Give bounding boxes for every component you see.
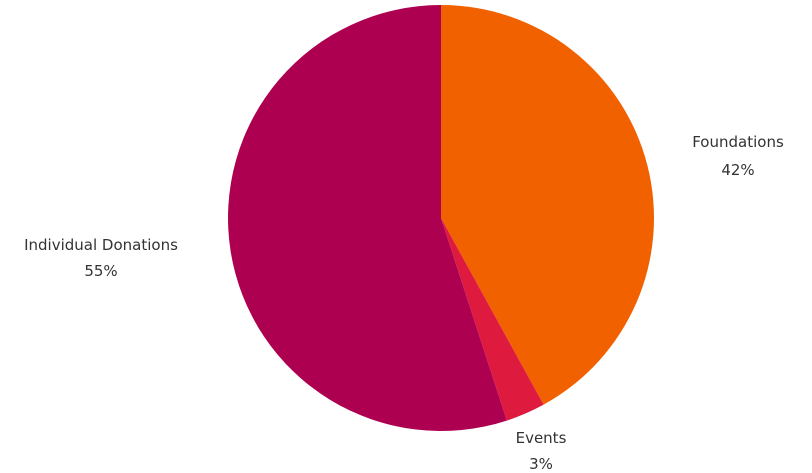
slice-value-foundations: 42% — [721, 161, 754, 179]
slice-value-individual-donations: 55% — [84, 262, 117, 280]
pie-slice-individual-donations — [228, 5, 507, 432]
slice-label-events: Events — [516, 429, 567, 447]
slice-label-individual-donations: Individual Donations — [24, 236, 178, 254]
pie-labels: Foundations 42% Events 3% Individual Donatio… — [24, 133, 784, 473]
pie-slices — [228, 5, 654, 432]
slice-label-foundations: Foundations — [692, 133, 784, 151]
slice-value-events: 3% — [529, 455, 553, 473]
pie-slice-foundations — [441, 5, 654, 405]
pie-slice-events — [441, 218, 544, 421]
